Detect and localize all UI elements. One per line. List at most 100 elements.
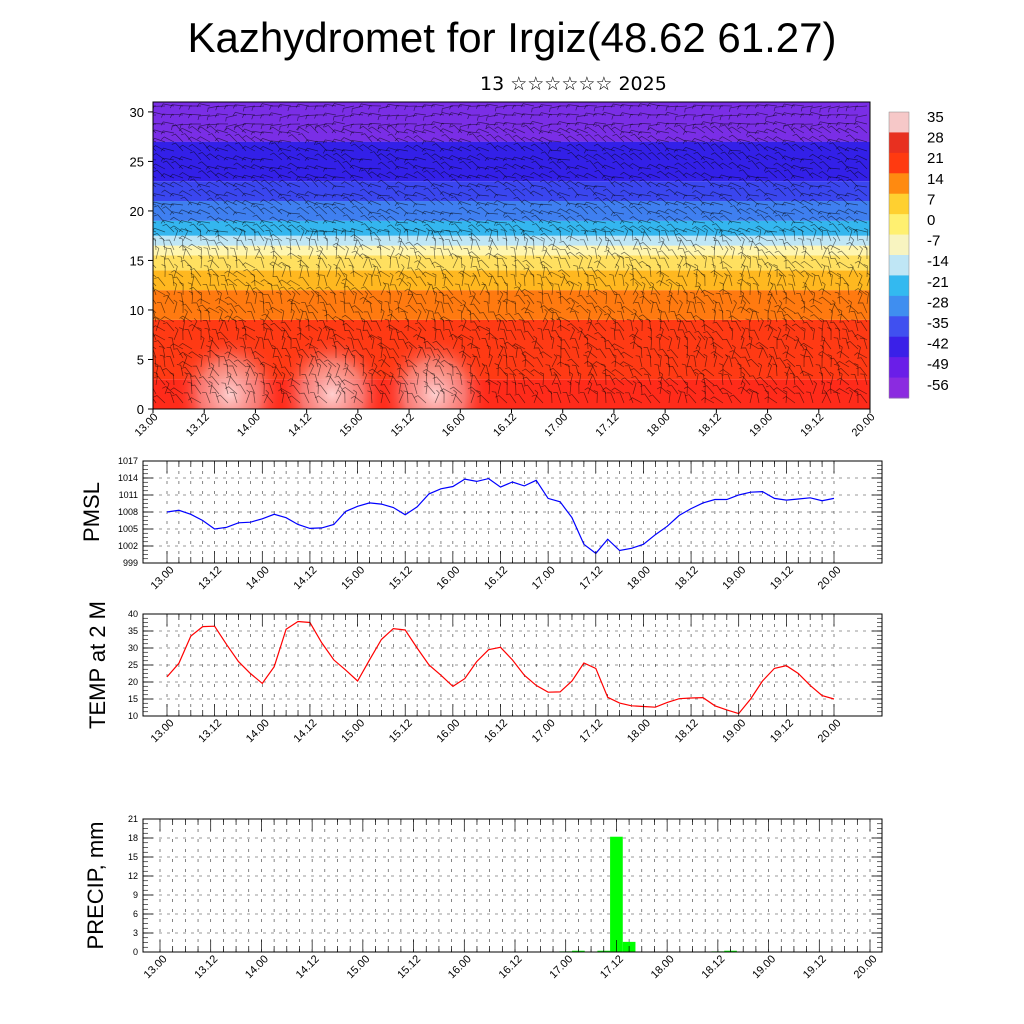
- wind-barb: [729, 152, 742, 161]
- wind-barb: [565, 244, 580, 251]
- wind-barb: [566, 297, 580, 305]
- wind-barb: [728, 114, 742, 120]
- wind-barb: [737, 123, 751, 128]
- wind-barb: [826, 199, 841, 206]
- wind-barb: [612, 317, 617, 332]
- wind-barb: [421, 167, 436, 172]
- wind-barb: [810, 142, 823, 152]
- wind-barb: [665, 278, 679, 287]
- wind-barb: [214, 165, 229, 170]
- wind-barb: [435, 383, 445, 395]
- x-tick-label: 15.12: [395, 953, 423, 981]
- wind-barb: [439, 182, 454, 188]
- wind-barb: [574, 128, 589, 134]
- wind-barb: [251, 350, 265, 359]
- wind-barb: [180, 133, 193, 143]
- wind-barb: [164, 258, 175, 269]
- wind-barb: [296, 206, 310, 215]
- wind-barb: [799, 217, 814, 224]
- wind-barb: [566, 180, 580, 188]
- wind-barb: [660, 311, 670, 323]
- wind-barb: [647, 327, 652, 341]
- wind-barb: [351, 353, 356, 368]
- wind-barb: [385, 185, 400, 190]
- wind-barb: [785, 344, 790, 359]
- wind-barb: [772, 363, 778, 377]
- wind-barb: [430, 246, 436, 260]
- wind-barb: [223, 166, 238, 171]
- heatmap-band: [153, 255, 870, 271]
- wind-barb: [494, 145, 508, 152]
- wind-barb: [719, 369, 733, 377]
- wind-barb: [539, 260, 553, 269]
- wind-barb: [740, 290, 745, 305]
- wind-barb: [808, 112, 823, 116]
- wind-barb: [659, 272, 665, 287]
- wind-barb: [309, 347, 319, 359]
- wind-barb: [711, 143, 724, 152]
- wind-barb: [645, 318, 652, 332]
- wind-barb: [757, 263, 762, 278]
- wind-barb: [727, 122, 742, 127]
- wind-barb: [204, 355, 211, 368]
- wind-barb: [503, 341, 517, 350]
- wind-barb: [745, 155, 760, 161]
- wind-barb: [251, 179, 265, 188]
- wind-barb: [356, 328, 364, 341]
- wind-barb: [397, 240, 409, 251]
- wind-barb: [741, 356, 751, 368]
- wind-barb: [263, 326, 268, 341]
- wind-barb: [747, 142, 760, 152]
- wind-barb: [223, 363, 229, 377]
- wind-barb: [322, 167, 337, 172]
- wind-barb: [604, 249, 616, 260]
- wind-barb: [856, 344, 861, 359]
- wind-barb: [818, 171, 832, 179]
- wind-barb: [619, 181, 634, 188]
- heatmap-band: [153, 270, 870, 291]
- wind-barb: [773, 336, 778, 349]
- wind-barb: [790, 208, 805, 215]
- wind-barb: [245, 371, 249, 386]
- wind-barb: [534, 347, 544, 359]
- wind-barb: [616, 392, 625, 404]
- wind-barb: [274, 239, 283, 251]
- wind-barb: [592, 122, 607, 127]
- wind-barb: [341, 228, 346, 242]
- wind-barb: [494, 253, 508, 260]
- wind-barb: [855, 160, 868, 170]
- wind-barb: [692, 243, 706, 251]
- wind-barb: [315, 290, 320, 305]
- wind-barb: [524, 312, 535, 323]
- x-tick-label: 15.12: [387, 564, 415, 592]
- wind-barb: [835, 113, 850, 119]
- wind-barb: [643, 347, 652, 359]
- wind-barb: [729, 105, 742, 112]
- wind-barb: [583, 112, 598, 117]
- wind-barb: [188, 143, 202, 152]
- wind-barb: [711, 152, 724, 161]
- wind-barb: [196, 298, 211, 305]
- wind-barb: [682, 228, 697, 233]
- wind-barb: [331, 202, 346, 207]
- wind-barb: [792, 385, 805, 395]
- wind-barb: [556, 318, 562, 332]
- wind-barb: [341, 181, 355, 188]
- wind-barb: [278, 388, 292, 395]
- wind-barb: [488, 275, 499, 287]
- wind-barb: [449, 105, 463, 110]
- wind-barb: [458, 324, 472, 332]
- wind-barb: [316, 250, 328, 260]
- wind-barb: [313, 194, 328, 199]
- wind-barb: [835, 174, 850, 179]
- wind-barb: [809, 161, 823, 170]
- wind-barb: [350, 270, 364, 278]
- wind-barb: [315, 206, 328, 215]
- wind-barb: [800, 316, 814, 323]
- wind-barb: [484, 372, 490, 386]
- wind-barb: [594, 269, 607, 278]
- wind-barb: [737, 105, 751, 110]
- wind-barb: [524, 321, 535, 332]
- wind-barb: [737, 217, 751, 224]
- wind-barb: [401, 355, 409, 368]
